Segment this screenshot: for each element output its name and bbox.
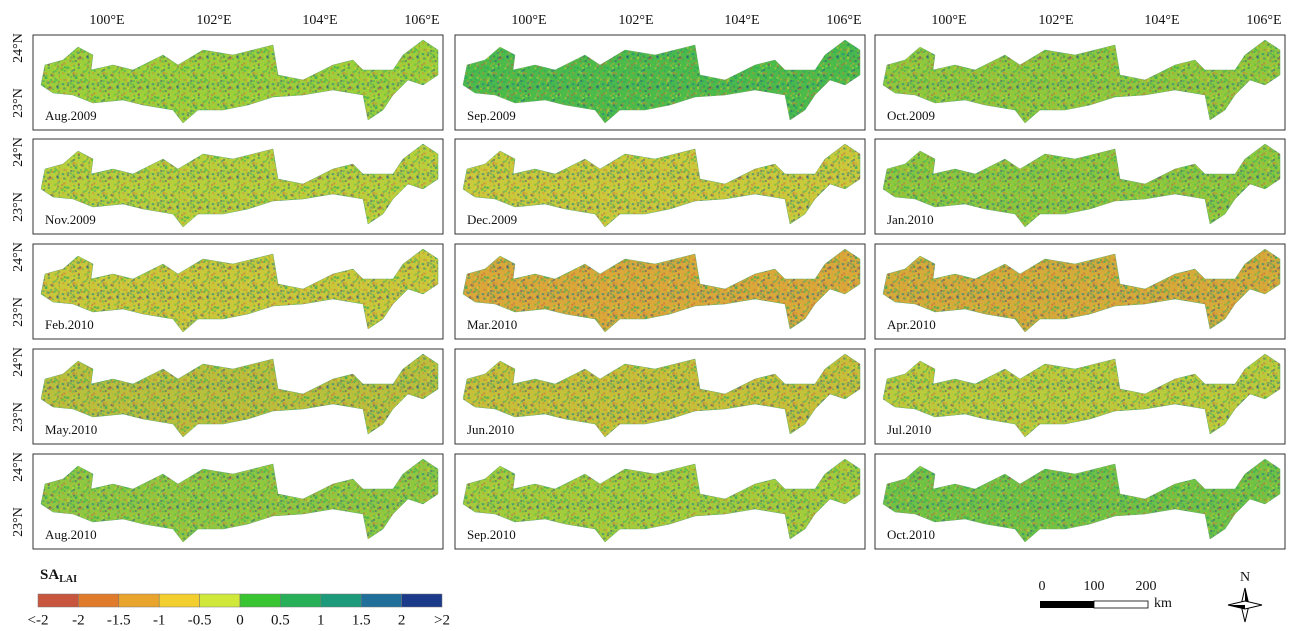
legend-label: -0.5	[188, 612, 212, 628]
panel-label: Nov.2009	[45, 212, 96, 227]
panel-label: Jul.2010	[887, 422, 931, 437]
longitude-label: 104°E	[302, 13, 337, 28]
map-panel: Nov.2009	[33, 139, 443, 234]
scale-bar-white	[1094, 601, 1148, 608]
map-panel: Jan.2010	[875, 139, 1285, 234]
legend-label: -1	[153, 612, 166, 628]
panel-label: Jan.2010	[887, 212, 934, 227]
panel-label: Sep.2009	[467, 108, 516, 123]
legend-label: 0.5	[271, 612, 290, 628]
longitude-label: 100°E	[931, 13, 966, 28]
panel-label: Dec.2009	[467, 212, 517, 227]
legend-label: -2	[72, 612, 85, 628]
latitude-label: 23°N	[11, 402, 26, 432]
panel-label: Sep.2010	[467, 527, 516, 542]
legend-swatch	[78, 594, 118, 607]
longitude-label: 102°E	[618, 13, 653, 28]
legend-swatch	[119, 594, 159, 607]
latitude-label: 23°N	[11, 507, 26, 537]
map-panel: Jul.2010	[875, 349, 1285, 444]
map-panel: Oct.2010	[875, 454, 1285, 549]
panel-label: Aug.2009	[45, 108, 97, 123]
legend-label: 0	[236, 612, 244, 628]
legend-swatch	[361, 594, 401, 607]
latitude-label: 24°N	[11, 242, 26, 272]
legend-swatch	[280, 594, 320, 607]
map-panel: Mar.2010	[455, 244, 865, 339]
longitude-label: 104°E	[1144, 13, 1179, 28]
latitude-label: 24°N	[11, 33, 26, 63]
legend-label: 1	[317, 612, 325, 628]
panel-label: Mar.2010	[467, 317, 517, 332]
legend-title-sub: LAI	[59, 574, 77, 585]
latitude-label: 24°N	[11, 137, 26, 167]
figure: SALAI N 100°E102°E104°E106°E100°E102°E10…	[0, 0, 1298, 631]
legend-swatch	[200, 594, 240, 607]
scale-bar-black	[1040, 601, 1094, 608]
longitude-label: 102°E	[196, 13, 231, 28]
legend-swatch	[240, 594, 280, 607]
scale-label: 200	[1136, 579, 1157, 594]
scale-unit: km	[1154, 596, 1172, 611]
legend-swatch	[159, 594, 199, 607]
map-panel: Feb.2010	[33, 244, 443, 339]
panel-label: Aug.2010	[45, 527, 97, 542]
longitude-label: 106°E	[404, 13, 439, 28]
map-panel: May.2010	[33, 349, 443, 444]
panel-label: Jun.2010	[467, 422, 514, 437]
north-arrow: N	[1228, 570, 1262, 622]
panel-label: Oct.2010	[887, 527, 935, 542]
latitude-label: 23°N	[11, 88, 26, 118]
longitude-label: 106°E	[826, 13, 861, 28]
panel-label: Oct.2009	[887, 108, 935, 123]
north-label: N	[1240, 570, 1250, 585]
legend-title: SALAI	[40, 567, 77, 585]
longitude-label: 100°E	[89, 13, 124, 28]
scale-label: 100	[1084, 579, 1105, 594]
map-panel: Apr.2010	[875, 244, 1285, 339]
map-panel: Jun.2010	[455, 349, 865, 444]
longitude-label: 102°E	[1038, 13, 1073, 28]
legend-title-main: SA	[40, 567, 59, 583]
map-panel: Sep.2010	[455, 454, 865, 549]
scale-label: 0	[1039, 579, 1046, 594]
map-panel: Sep.2009	[455, 35, 865, 130]
legend-label: 2	[398, 612, 406, 628]
legend-label: >2	[434, 612, 450, 628]
panel-label: Apr.2010	[887, 317, 936, 332]
latitude-label: 23°N	[11, 192, 26, 222]
panel-label: Feb.2010	[45, 317, 94, 332]
latitude-label: 24°N	[11, 347, 26, 377]
latitude-label: 23°N	[11, 297, 26, 327]
legend-label: -1.5	[107, 612, 131, 628]
latitude-label: 24°N	[11, 452, 26, 482]
map-panel: Aug.2009	[33, 35, 443, 130]
panel-label: May.2010	[45, 422, 97, 437]
legend-label: <-2	[28, 612, 49, 628]
legend-label: 1.5	[352, 612, 371, 628]
legend-swatch	[38, 594, 78, 607]
legend-swatch	[321, 594, 361, 607]
map-panel: Aug.2010	[33, 454, 443, 549]
longitude-label: 100°E	[511, 13, 546, 28]
longitude-label: 106°E	[1246, 13, 1281, 28]
map-panel: Oct.2009	[875, 35, 1285, 130]
longitude-label: 104°E	[724, 13, 759, 28]
map-panel: Dec.2009	[455, 139, 865, 234]
legend-swatch	[402, 594, 442, 607]
